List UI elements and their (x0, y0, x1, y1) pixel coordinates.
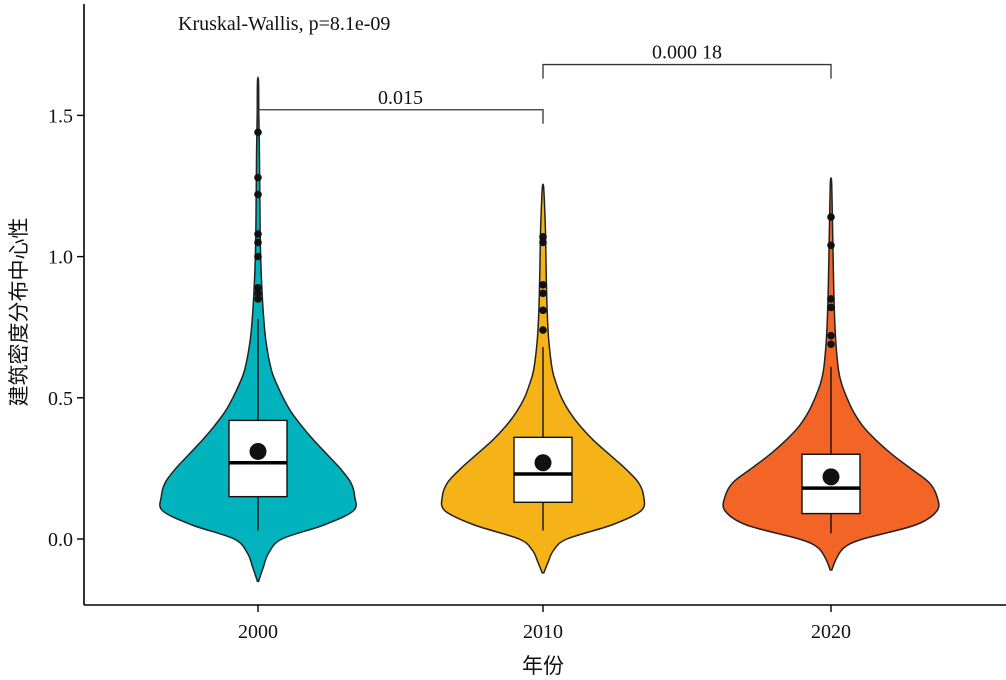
mean-point-2020 (822, 468, 840, 486)
outlier-point (254, 283, 262, 292)
mean-point-2010 (534, 454, 552, 472)
outlier-point (254, 173, 262, 182)
outlier-point (254, 128, 262, 137)
outlier-point (539, 289, 547, 298)
y-tick-label: 0.5 (48, 388, 73, 410)
y-tick-label: 1.0 (48, 247, 73, 269)
y-axis-title: 建筑密度分布中心性 (7, 218, 31, 407)
comparison-bracket (542, 63, 832, 79)
kruskal-wallis-annotation: Kruskal-Wallis, p=8.1e-09 (178, 13, 390, 35)
outlier-point (539, 238, 547, 247)
outlier-point (827, 295, 835, 303)
y-tick-label: 0.0 (48, 529, 73, 551)
plot-area: 0.0 0.5 1.0 1.5 2000 2010 2020 0.015 0.000 18 (48, 4, 1006, 643)
x-tick-label: 2010 (523, 621, 563, 643)
outlier-point (254, 289, 262, 298)
outlier-point (827, 213, 835, 221)
outlier-point (827, 241, 835, 250)
outlier-point (254, 230, 262, 238)
outlier-point (827, 340, 835, 348)
outlier-point (254, 190, 262, 199)
outlier-point (539, 233, 547, 241)
outlier-point (254, 238, 262, 247)
outlier-point (254, 295, 262, 303)
x-tick-label: 2000 (238, 621, 278, 643)
outlier-point (827, 303, 835, 312)
outlier-point (539, 306, 547, 315)
y-tick-label: 1.5 (48, 105, 73, 127)
outlier-point (539, 326, 547, 334)
comparison-p-value: 0.015 (378, 87, 423, 109)
comparison-p-value: 0.000 18 (652, 42, 722, 64)
comparison-bracket (257, 109, 544, 124)
outlier-point (254, 252, 262, 261)
outlier-point (827, 331, 835, 340)
x-axis-title: 年份 (522, 654, 564, 678)
x-tick-label: 2020 (811, 621, 851, 643)
mean-point-2000 (249, 442, 267, 460)
outlier-point (539, 281, 547, 289)
